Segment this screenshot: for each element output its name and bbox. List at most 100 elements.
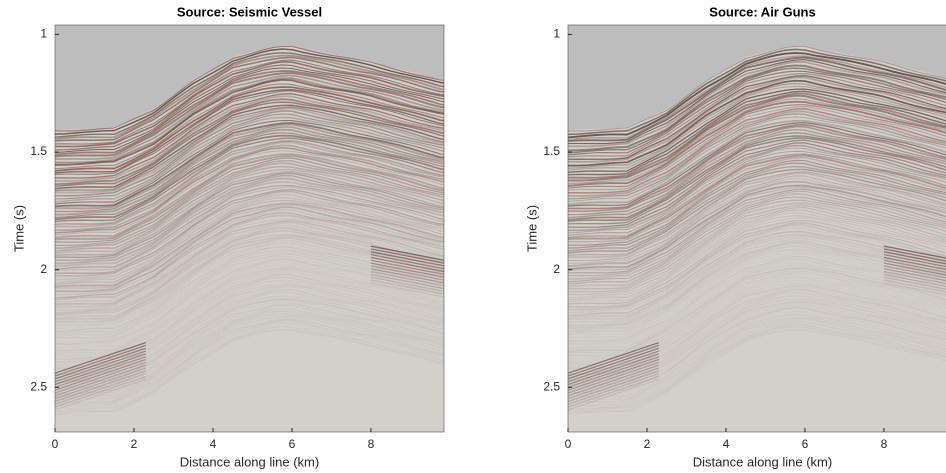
seismic-trace (55, 70, 444, 156)
seismic-trace (55, 154, 444, 241)
x-tick-label: 4 (723, 437, 730, 451)
seismic-trace (568, 267, 946, 353)
seismic-trace (55, 52, 444, 138)
seismic-trace (568, 341, 660, 374)
seismic-trace (370, 256, 444, 273)
seismic-trace (370, 273, 444, 290)
seismic-trace (55, 370, 147, 403)
seismic-trace (55, 239, 444, 326)
seismic-trace (568, 175, 946, 262)
x-tick-label: 0 (565, 437, 572, 451)
seismic-trace (568, 227, 946, 314)
seismic-trace (55, 235, 444, 321)
seismic-trace (55, 373, 147, 405)
seismic-trace (55, 218, 444, 304)
seismic-trace (568, 108, 946, 194)
seismic-trace (55, 88, 444, 174)
seismic-trace (55, 113, 444, 200)
seismic-trace (55, 45, 444, 132)
seismic-trace (55, 126, 444, 213)
seismic-trace (55, 128, 444, 216)
seismic-trace (55, 93, 444, 179)
seismic-trace (55, 134, 444, 221)
seismic-trace (568, 235, 946, 321)
seismic-trace (55, 325, 444, 413)
x-tick-label: 0 (52, 437, 59, 451)
seismic-trace (55, 220, 444, 306)
seismic-trace (568, 180, 946, 268)
seismic-trace (568, 116, 946, 202)
seismic-trace (568, 344, 660, 377)
seismic-trace (568, 237, 946, 323)
chart-title: Source: Seismic Vessel (177, 4, 322, 19)
seismic-trace (568, 199, 946, 285)
seismic-trace (568, 353, 660, 386)
seismic-trace (55, 122, 444, 208)
x-axis-label: Distance along line (km) (693, 454, 832, 469)
seismic-trace (55, 307, 444, 395)
seismic-trace (568, 375, 660, 408)
seismic-trace (568, 242, 946, 330)
seismic-trace (55, 119, 444, 205)
seismic-trace (370, 270, 444, 287)
seismic-trace (55, 246, 444, 333)
seismic-trace (568, 70, 946, 156)
seismic-trace (883, 276, 946, 290)
seismic-trace (568, 162, 946, 249)
seismic-trace (568, 113, 946, 200)
seismic-trace (55, 171, 444, 257)
seismic-trace (568, 100, 946, 187)
seismic-trace (55, 147, 444, 234)
seismic-trace (568, 193, 946, 280)
seismic-trace (55, 48, 444, 135)
seismic-trace (568, 219, 946, 305)
seismic-trace (55, 153, 444, 239)
seismic-trace (883, 265, 946, 279)
seismic-trace (370, 251, 444, 267)
y-tick-label: 2 (40, 262, 47, 276)
seismic-trace (568, 94, 946, 182)
seismic-trace (568, 120, 946, 206)
seismic-trace (568, 147, 946, 234)
seismic-trace (55, 193, 444, 281)
seismic-trace (568, 361, 660, 394)
y-tick-label: 1 (40, 27, 47, 41)
seismic-trace (568, 45, 946, 132)
seismic-trace (568, 222, 946, 308)
seismic-trace (55, 367, 147, 400)
seismic-trace (55, 64, 444, 151)
seismic-trace (568, 298, 946, 384)
seismic-trace (55, 291, 444, 378)
seismic-trace (568, 233, 946, 320)
seismic-trace (55, 144, 444, 232)
x-tick-label: 2 (644, 437, 651, 451)
seismic-trace (55, 214, 444, 301)
seismic-trace (568, 256, 946, 342)
seismic-trace (568, 188, 946, 274)
seismic-trace (883, 256, 946, 271)
seismic-trace (568, 122, 946, 207)
seismic-trace (568, 300, 946, 386)
seismic-trace (568, 206, 946, 293)
seismic-trace (568, 204, 946, 290)
seismic-trace (568, 156, 946, 243)
seismic-trace (55, 123, 444, 210)
seismic-trace (568, 373, 660, 405)
x-axis-label: Distance along line (km) (180, 454, 319, 469)
seismic-trace (568, 165, 946, 252)
seismic-trace (55, 295, 444, 382)
seismic-trace (568, 132, 946, 219)
seismic-trace (568, 48, 946, 136)
seismic-trace (55, 318, 444, 404)
seismic-trace (370, 282, 444, 298)
x-tick-label: 8 (368, 437, 375, 451)
seismic-trace (568, 52, 946, 139)
seismic-trace (55, 328, 444, 415)
seismic-trace (568, 135, 946, 221)
seismic-trace (883, 253, 946, 268)
seismic-trace (568, 217, 946, 303)
seismic-trace (55, 72, 444, 158)
seismic-trace (568, 128, 946, 216)
seismic-trace (568, 224, 946, 311)
seismic-trace (55, 364, 147, 397)
